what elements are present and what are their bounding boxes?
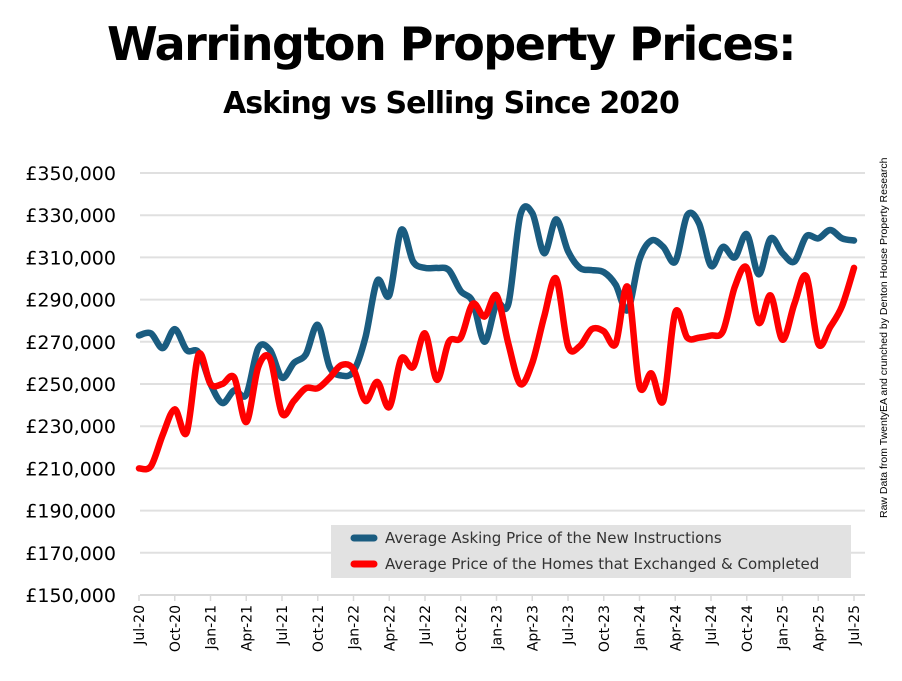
x-tick-label: Oct-20 — [168, 605, 184, 652]
y-tick-label: £190,000 — [25, 501, 116, 523]
x-tick-label: Oct-24 — [740, 605, 756, 652]
x-tick-label: Apr-23 — [525, 605, 541, 651]
x-tick-label: Oct-21 — [311, 605, 327, 652]
x-tick-label: Jan-24 — [633, 605, 649, 651]
chart-title: Warrington Property Prices: — [106, 17, 797, 71]
y-tick-label: £250,000 — [25, 374, 116, 396]
x-tick-label: Jul-25 — [847, 605, 863, 646]
y-tick-label: £230,000 — [25, 416, 116, 438]
x-tick-label: Jul-20 — [132, 605, 148, 646]
series-line-asking-price-points — [138, 213, 855, 403]
y-axis: £150,000 £170,000 £190,000 £210,000 £230,000… — [25, 163, 116, 607]
x-tick-label: Apr-21 — [239, 605, 255, 651]
legend-label-asking: Average Asking Price of the New Instruct… — [385, 529, 722, 547]
x-tick-label: Jul-24 — [704, 605, 720, 646]
x-tick-label: Jan-23 — [490, 605, 506, 650]
y-tick-label: £290,000 — [25, 290, 116, 312]
legend-background — [331, 525, 851, 578]
source-credit: Raw Data from TwentyEA and crunched by D… — [878, 157, 890, 518]
x-tick-label: Jan-21 — [204, 605, 220, 650]
x-tick-label: Oct-23 — [597, 605, 613, 652]
series-line-selling-price — [135, 263, 858, 473]
x-tick-label: Jul-22 — [418, 605, 434, 646]
series-line-selling-price-points — [138, 267, 855, 469]
legend-label-selling: Average Price of the Homes that Exchange… — [385, 555, 819, 573]
x-tick-label: Oct-22 — [454, 605, 470, 652]
y-tick-label: £150,000 — [25, 585, 116, 607]
x-tick-label: Apr-22 — [382, 605, 398, 651]
x-tick-label: Apr-25 — [811, 605, 827, 651]
chart-subtitle: Asking vs Selling Since 2020 — [223, 86, 680, 121]
x-tick-label: Jan-22 — [347, 605, 363, 650]
x-tick-label: Jan-25 — [776, 605, 792, 650]
x-tick-label: Jul-23 — [561, 605, 577, 646]
y-tick-label: £350,000 — [25, 163, 116, 185]
y-tick-label: £310,000 — [25, 247, 116, 269]
y-tick-label: £270,000 — [25, 332, 116, 354]
y-tick-label: £330,000 — [25, 205, 116, 227]
gridlines — [140, 172, 865, 596]
x-axis: Jul-20 Oct-20 Jan-21 Apr-21 Jul-21 Oct-21 Jan-… — [132, 595, 863, 652]
x-tick-label: Apr-24 — [668, 605, 684, 651]
y-tick-label: £210,000 — [25, 458, 116, 480]
x-tick-label: Jul-21 — [275, 605, 291, 646]
series-lines — [135, 203, 858, 473]
legend: Average Asking Price of the New Instruct… — [331, 525, 851, 578]
series-line-asking-price — [135, 203, 858, 407]
y-tick-label: £170,000 — [25, 543, 116, 565]
